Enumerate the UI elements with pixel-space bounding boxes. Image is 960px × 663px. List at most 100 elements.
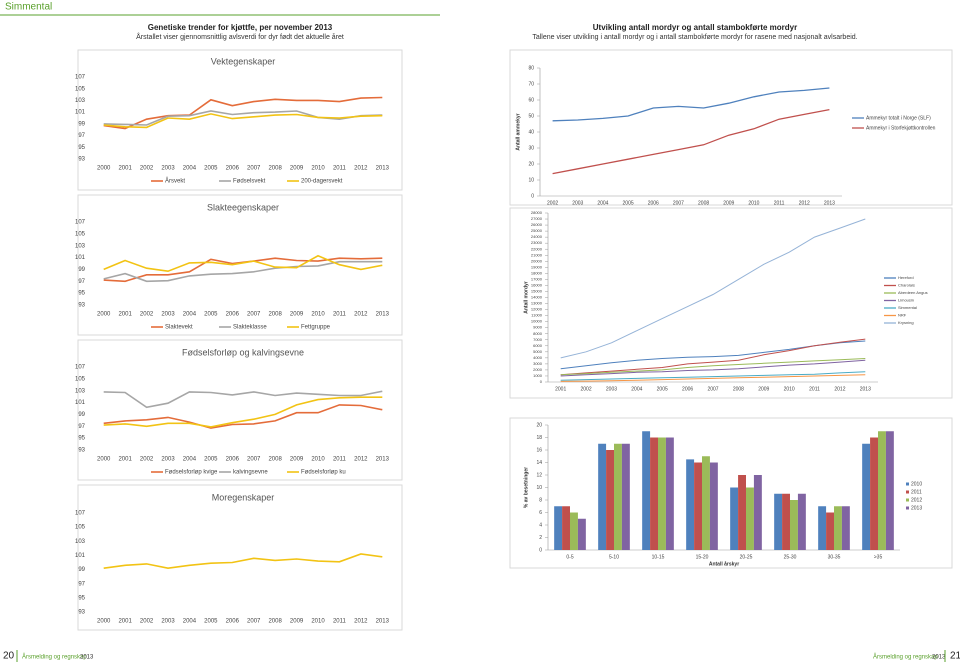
legend-swatch xyxy=(906,490,909,494)
bar xyxy=(782,493,790,550)
y-tick-label: 101 xyxy=(75,255,86,261)
bar xyxy=(818,506,827,550)
bar xyxy=(570,512,578,550)
legend-label: Ammekyr i Storfekjøttkontrollen xyxy=(866,125,936,131)
x-tick-label: 2003 xyxy=(572,200,583,206)
y-tick-label: 101 xyxy=(75,110,86,116)
y-tick-label: 60 xyxy=(528,97,534,103)
x-tick-label: 2002 xyxy=(581,386,592,392)
series-line xyxy=(103,254,383,273)
y-tick-label: 8 xyxy=(539,497,542,503)
y-tick-label: 0 xyxy=(539,547,542,553)
y-tick-label: 17000 xyxy=(531,276,543,281)
y-tick-label: 20 xyxy=(528,161,534,167)
y-tick-label: 97 xyxy=(78,581,85,587)
x-tick-label: 2012 xyxy=(799,200,810,206)
page-number: 21 xyxy=(950,651,960,662)
legend-label: Årsvekt xyxy=(165,178,185,185)
legend-label: Limousin xyxy=(898,298,914,303)
x-tick-label: 2010 xyxy=(311,457,325,463)
y-tick-label: 18000 xyxy=(531,270,543,275)
right-subtitle: Tallene viser utvikling i antall mordyr … xyxy=(532,34,857,41)
chart-panel xyxy=(77,49,403,191)
x-tick-label: 2005 xyxy=(623,200,634,206)
x-tick-label: 2003 xyxy=(161,457,175,463)
x-tick-label: 2005 xyxy=(204,457,218,463)
chart-title: Moregenskaper xyxy=(212,492,275,502)
x-tick-label: 2005 xyxy=(204,166,218,172)
y-tick-label: 80 xyxy=(528,65,534,71)
chart-title: Slakteegenskaper xyxy=(207,202,279,212)
y-tick-label: 93 xyxy=(78,610,85,616)
y-tick-label: 10000 xyxy=(531,319,543,324)
y-tick-label: 5000 xyxy=(533,349,543,354)
chart-panel xyxy=(77,339,403,481)
x-tick-label: 2006 xyxy=(226,166,240,172)
y-tick-label: 107 xyxy=(75,75,86,81)
footer-year: 2013 xyxy=(80,655,94,661)
y-tick-label: 70 xyxy=(528,81,534,87)
bar xyxy=(862,443,871,550)
bar xyxy=(790,500,798,550)
y-tick-label: 107 xyxy=(75,511,86,517)
y-tick-label: 99 xyxy=(78,267,85,273)
x-tick-label: 2010 xyxy=(311,619,325,625)
x-tick-label: 2003 xyxy=(161,619,175,625)
x-tick-label: 2012 xyxy=(354,312,368,318)
x-tick-label: 2007 xyxy=(247,166,261,172)
y-tick-label: 101 xyxy=(75,400,86,406)
y-tick-label: 40 xyxy=(528,129,534,135)
bar xyxy=(598,443,607,550)
x-tick-label: 2010 xyxy=(311,312,325,318)
x-tick-label: 2001 xyxy=(118,619,132,625)
legend-label: Slakteklasse xyxy=(233,325,267,331)
x-tick-label: 2004 xyxy=(631,386,642,392)
y-tick-label: 95 xyxy=(78,436,85,442)
x-tick-label: 2008 xyxy=(268,457,282,463)
x-tick-label: 2011 xyxy=(809,386,820,392)
y-tick-label: 3000 xyxy=(533,361,543,366)
bar xyxy=(870,437,878,550)
x-tick-label: 2003 xyxy=(606,386,617,392)
x-tick-label: 2006 xyxy=(682,386,693,392)
series-line xyxy=(560,218,866,359)
x-tick-label: 2004 xyxy=(183,166,197,172)
y-tick-label: 103 xyxy=(75,243,86,249)
left-title: Genetiske trender for kjøttfe, per novem… xyxy=(148,23,333,32)
y-tick-label: 103 xyxy=(75,539,86,545)
bar xyxy=(650,437,658,550)
x-tick-label: 2009 xyxy=(290,457,304,463)
series-line xyxy=(103,113,383,129)
bar xyxy=(738,475,746,550)
bar xyxy=(746,487,754,550)
bar xyxy=(826,512,834,550)
y-axis-title: Antall ammekyr xyxy=(515,113,521,150)
legend-label: 200-dagersvekt xyxy=(301,179,343,185)
bar xyxy=(702,456,710,550)
x-tick-label: 2002 xyxy=(140,619,154,625)
legend-label: Charolais xyxy=(898,283,915,288)
legend-label: Fødselsvekt xyxy=(233,179,266,185)
y-tick-label: 105 xyxy=(75,525,86,531)
x-tick-label: 2009 xyxy=(758,386,769,392)
x-tick-label: 25-30 xyxy=(784,554,797,560)
series-line xyxy=(560,359,866,377)
legend-label: Fødselsforløp ku xyxy=(301,470,346,476)
y-tick-label: 6 xyxy=(539,510,542,516)
page-number: 20 xyxy=(3,651,15,662)
x-tick-label: 2013 xyxy=(824,200,835,206)
x-tick-label: 2004 xyxy=(597,200,608,206)
series-line xyxy=(103,96,383,130)
x-tick-label: 2003 xyxy=(161,312,175,318)
x-tick-label: 2011 xyxy=(774,200,785,206)
y-tick-label: 26000 xyxy=(531,222,543,227)
y-tick-label: 10 xyxy=(536,485,542,491)
legend-label: Aberdeen Angus xyxy=(898,290,928,295)
y-tick-label: 22000 xyxy=(531,246,543,251)
series-line xyxy=(103,110,383,126)
y-tick-label: 105 xyxy=(75,376,86,382)
y-tick-label: 28000 xyxy=(531,210,543,215)
y-tick-label: 4 xyxy=(539,522,542,528)
y-tick-label: 19000 xyxy=(531,264,543,269)
bar xyxy=(665,437,674,550)
